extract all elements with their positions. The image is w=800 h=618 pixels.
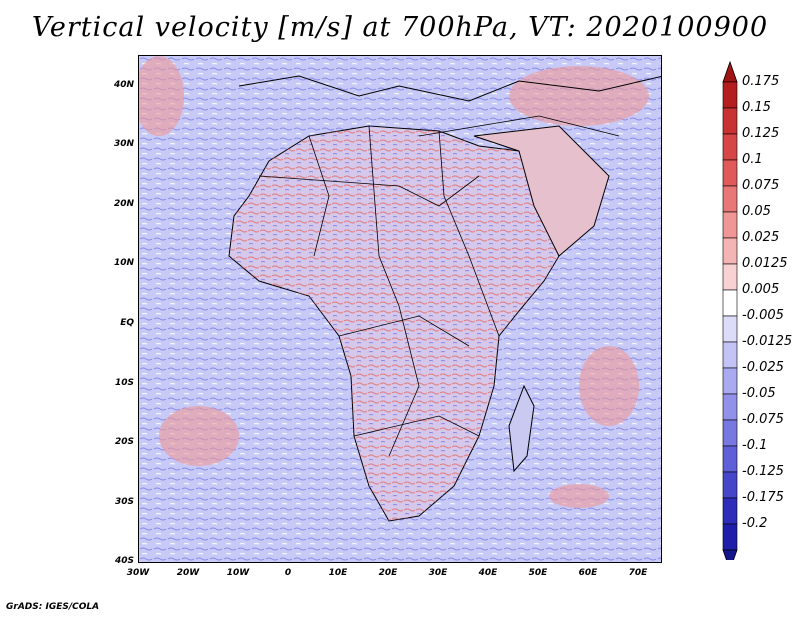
colorbar-label: -0.175: [742, 490, 784, 505]
colorbar-swatch: [722, 211, 738, 239]
colorbar-swatch: [722, 367, 738, 395]
lon-tick: 0: [284, 568, 292, 578]
lat-tick: 40S: [114, 556, 134, 566]
colorbar-label: 0.025: [742, 230, 780, 245]
colorbar-top-arrow: [722, 60, 738, 83]
colorbar-swatch: [722, 497, 738, 525]
lat-tick: 30N: [113, 139, 134, 149]
lon-tick: 60E: [578, 568, 598, 578]
ascent-regions: [139, 56, 649, 508]
arabia-land: [473, 125, 610, 257]
colorbar-swatch: [722, 341, 738, 369]
colorbar-swatch: [722, 523, 738, 551]
lat-tick: 20S: [114, 437, 134, 447]
lon-tick: 30W: [126, 568, 150, 578]
colorbar: [722, 60, 738, 560]
country-borders: [258, 115, 620, 457]
colorbar-swatch: [722, 289, 738, 317]
colorbar-label: -0.125: [742, 464, 784, 479]
colorbar-swatch: [722, 315, 738, 343]
colorbar-label: 0.15: [742, 100, 771, 115]
colorbar-swatch: [722, 81, 738, 109]
colorbar-label: 0.1: [742, 152, 763, 167]
lon-tick: 50E: [528, 568, 548, 578]
colorbar-label: -0.1: [742, 438, 768, 453]
credit-text: GrADS: IGES/COLA: [6, 602, 100, 612]
map-svg: [139, 56, 661, 562]
lat-tick: 30S: [114, 497, 134, 507]
lat-tick: 40N: [113, 80, 134, 90]
colorbar-swatch: [722, 185, 738, 213]
colorbar-label: -0.05: [742, 386, 776, 401]
colorbar-label: 0.075: [742, 178, 780, 193]
lat-tick: 10S: [114, 378, 134, 388]
lon-tick: 30E: [428, 568, 448, 578]
lon-tick: 20E: [378, 568, 398, 578]
colorbar-label: -0.0125: [742, 334, 793, 349]
colorbar-label: -0.2: [742, 516, 768, 531]
colorbar-swatch: [722, 159, 738, 187]
velocity-map: [138, 55, 662, 563]
lon-tick: 10W: [226, 568, 250, 578]
colorbar-swatch: [722, 107, 738, 135]
colorbar-bottom-arrow: [722, 549, 738, 560]
colorbar-label: 0.0125: [742, 256, 788, 271]
colorbar-swatch: [722, 133, 738, 161]
colorbar-swatch: [722, 393, 738, 421]
colorbar-swatch: [722, 263, 738, 291]
colorbar-swatch: [722, 237, 738, 265]
lat-tick: 10N: [113, 258, 134, 268]
colorbar-label: -0.075: [742, 412, 784, 427]
colorbar-label: 0.005: [742, 282, 780, 297]
lon-tick: 40E: [478, 568, 498, 578]
colorbar-label: 0.175: [742, 74, 780, 89]
lat-tick: 20N: [113, 199, 134, 209]
colorbar-label: 0.125: [742, 126, 780, 141]
colorbar-label: -0.025: [742, 360, 784, 375]
colorbar-swatch: [722, 419, 738, 447]
lat-tick: EQ: [120, 318, 134, 328]
europe-coast: [238, 75, 661, 102]
lon-tick: 20W: [176, 568, 200, 578]
colorbar-swatch: [722, 471, 738, 499]
colorbar-label: 0.05: [742, 204, 771, 219]
lon-tick: 70E: [628, 568, 648, 578]
colorbar-swatch: [722, 445, 738, 473]
plot-title: Vertical velocity [m/s] at 700hPa, VT: 2…: [31, 12, 769, 43]
lon-tick: 10E: [328, 568, 348, 578]
madagascar-land: [508, 384, 535, 473]
colorbar-label: -0.005: [742, 308, 784, 323]
